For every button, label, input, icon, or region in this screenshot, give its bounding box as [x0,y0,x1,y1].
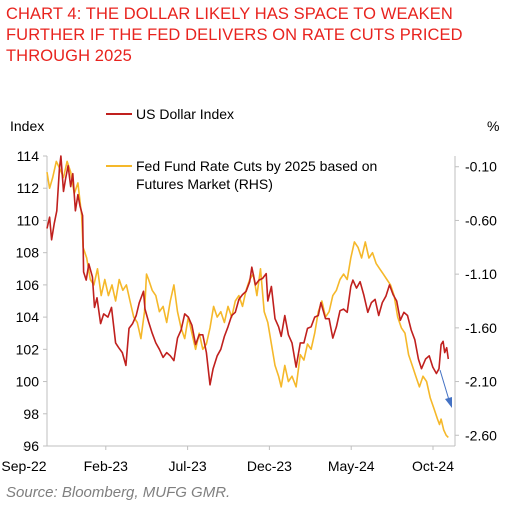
y-left-tick-label: 100 [16,374,40,390]
y-left-tick-label: 110 [17,212,40,228]
y-left-tick-label: 106 [16,277,40,293]
annotation-arrow-shaft [439,369,450,401]
chart-legend: US Dollar Index Fed Fund Rate Cuts by 202… [106,106,377,192]
y-left-tick-label: 102 [16,341,40,357]
y-left-tick-label: 96 [23,438,39,454]
y-left-tick-label: 98 [23,406,39,422]
y-right-tick-label: -2.10 [465,374,497,390]
x-tick-label: Jul-23 [169,458,207,474]
y-left-axis-title: Index [10,118,44,134]
y-left-tick-label: 104 [16,309,40,325]
y-left-tick-label: 108 [16,245,40,261]
annotation-arrow-head [445,397,452,408]
chart-svg: 96 98 100 102 104 106 108 110 112 114 -2.60 -2.10 -1… [1,106,499,474]
x-tick-label: Sep-22 [1,458,46,474]
x-tick-label: Feb-23 [84,458,129,474]
usd-index-line [46,155,450,386]
y-left-tick-label: 114 [17,148,40,164]
y-right-tick-label: -0.10 [465,159,497,175]
y-left-tick-label: 112 [17,180,40,196]
y-right-axis-title: % [487,118,499,134]
x-tick-label: May-24 [328,458,375,474]
source-note: Source: Bloomberg, MUFG GMR. [6,484,231,501]
fed-cuts-line [46,160,449,438]
chart-axes: 96 98 100 102 104 106 108 110 112 114 -2.60 -2.10 -1… [1,118,499,474]
legend-label-usd: US Dollar Index [136,106,234,122]
chart-lines [46,155,450,438]
chart-annotation [439,369,452,408]
y-right-tick-label: -2.60 [465,427,497,443]
x-tick-label: Dec-23 [247,458,292,474]
y-right-tick-label: -1.60 [465,320,497,336]
chart-title: CHART 4: THE DOLLAR LIKELY HAS SPACE TO … [6,5,463,65]
y-right-tick-label: -1.10 [465,266,497,282]
x-tick-label: Oct-24 [412,458,454,474]
y-right-tick-label: -0.60 [465,212,497,228]
legend-label-fed: Fed Fund Rate Cuts by 2025 based on Futur… [136,158,377,192]
